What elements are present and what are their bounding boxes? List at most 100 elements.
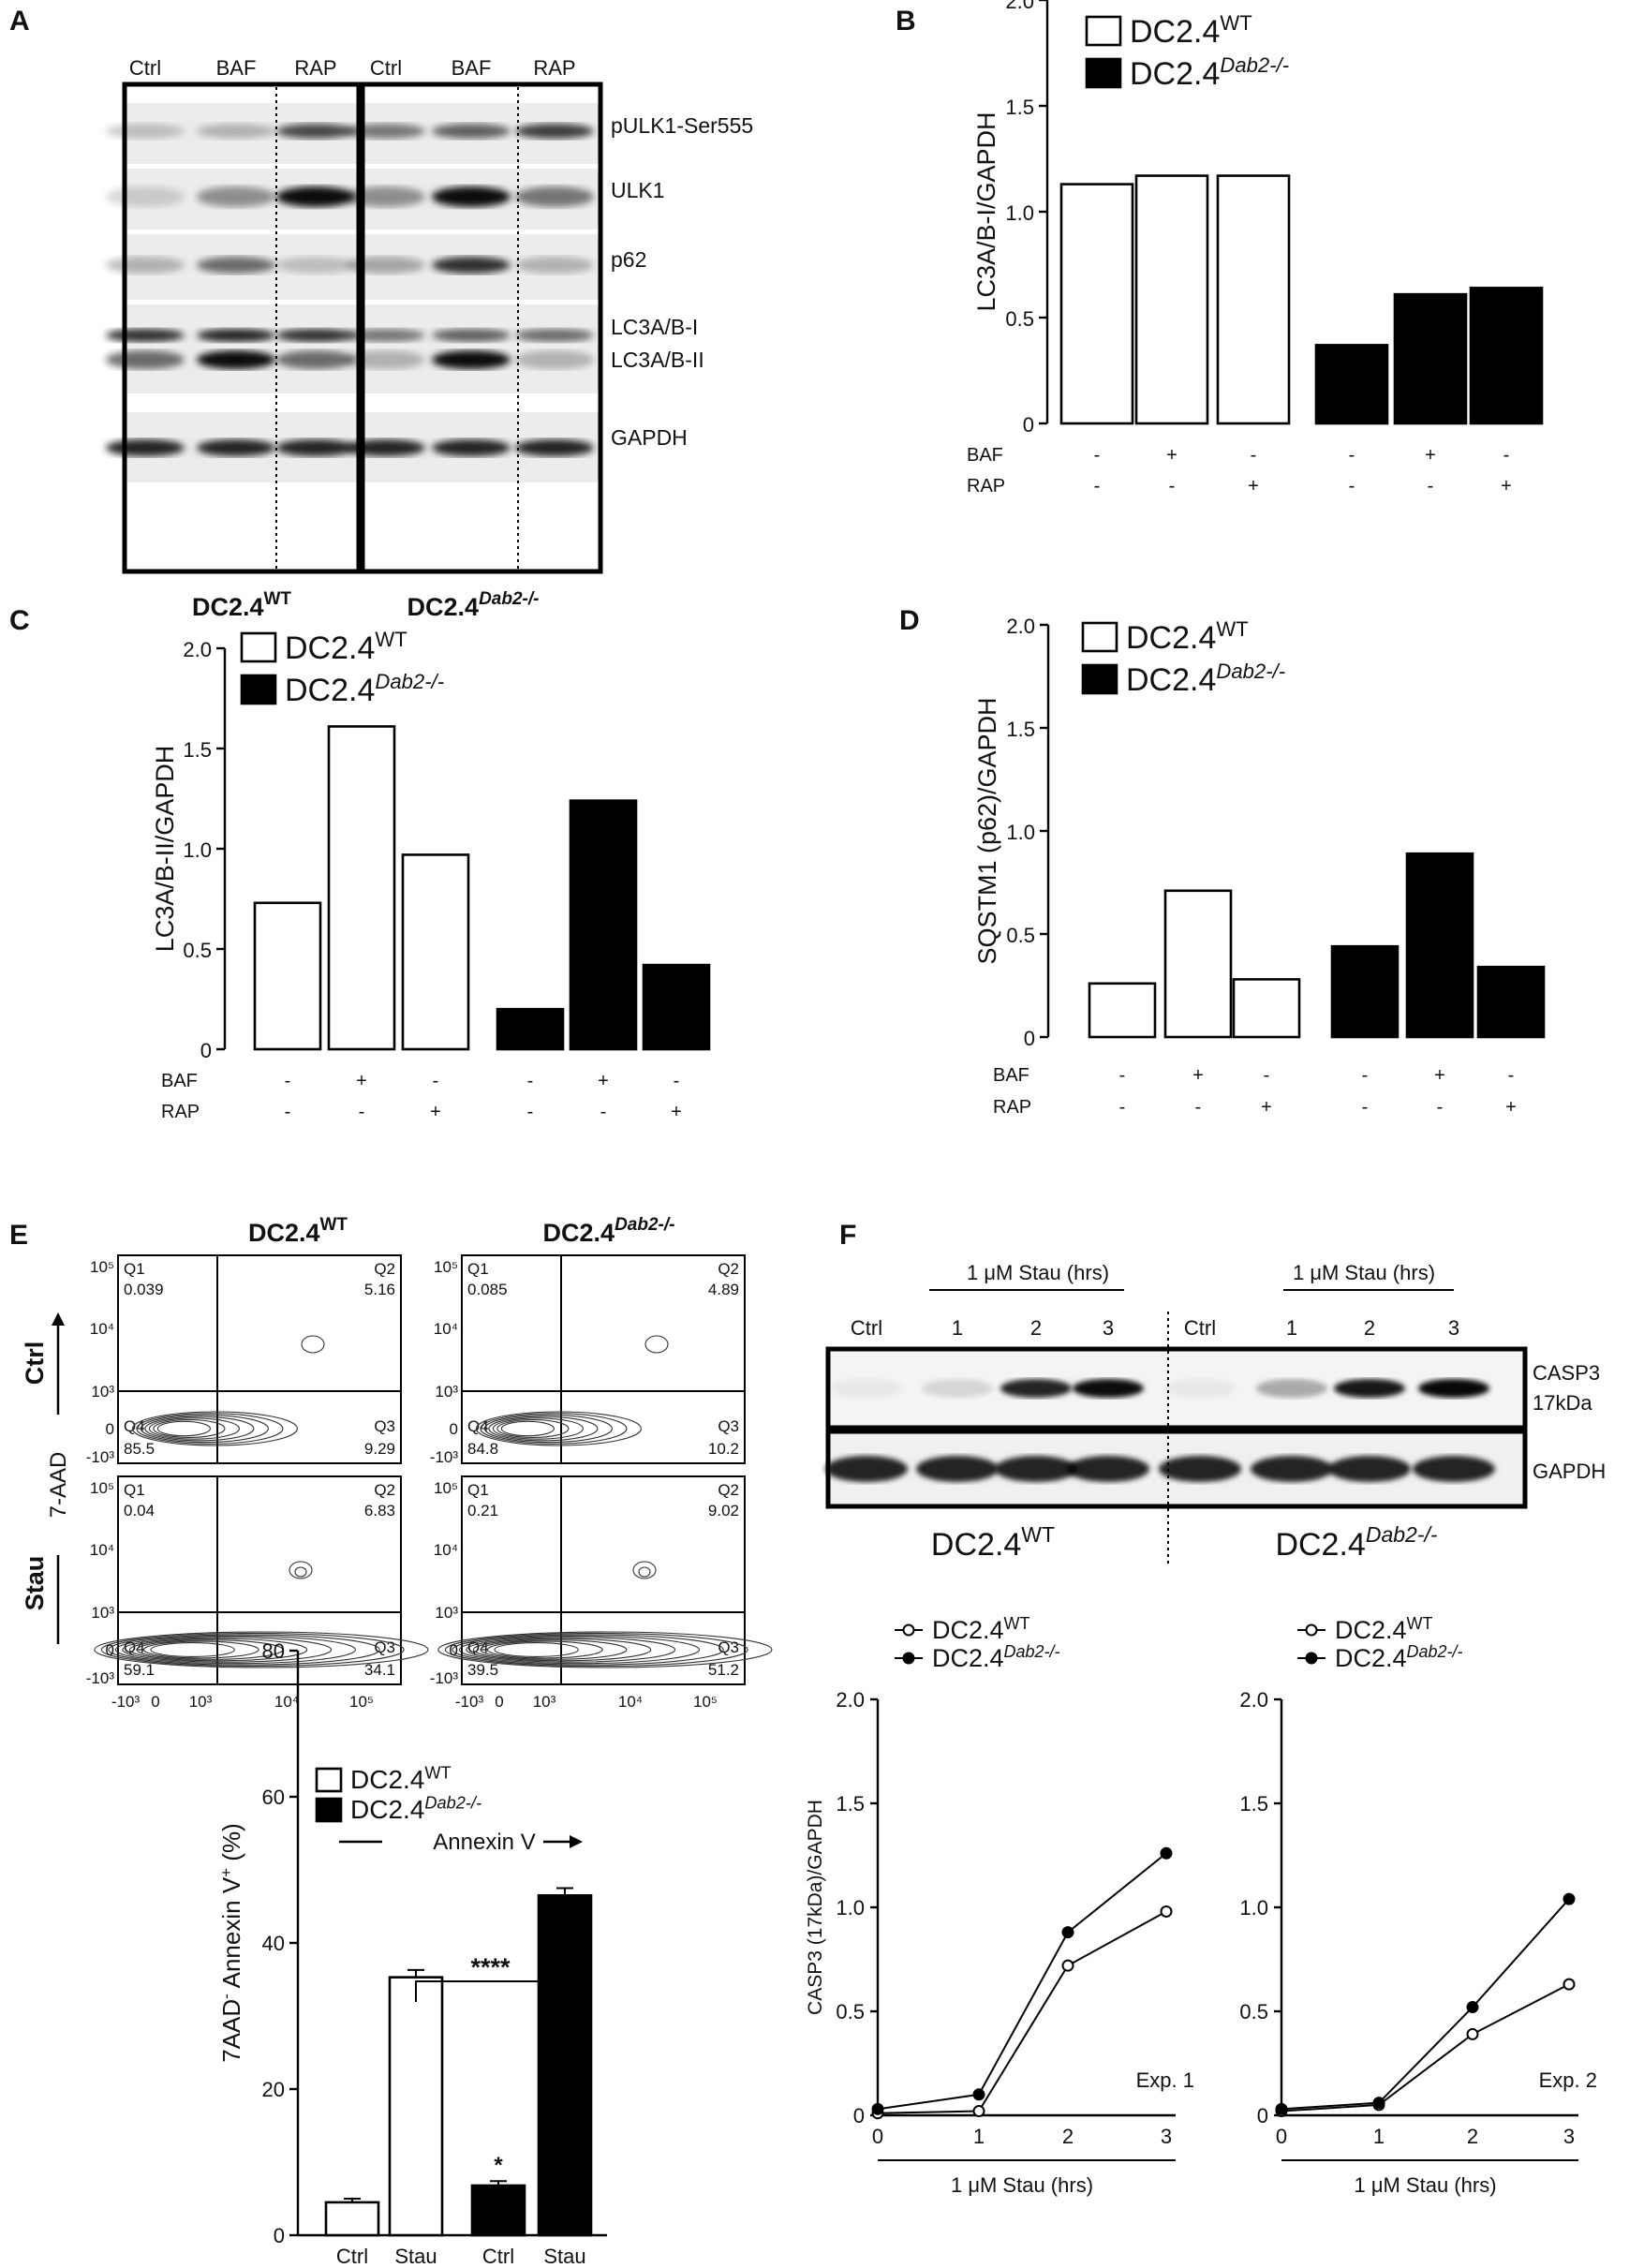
significance-bracket [415,1980,566,2002]
y-axis-label: SQSTM1 (p62)/GAPDH [973,697,1001,964]
legend-swatch [315,1767,343,1793]
band [106,257,185,274]
legend-marker [902,1623,915,1637]
contour [153,1419,226,1438]
band [922,1379,993,1398]
bar [1232,978,1301,1039]
contour [148,1417,240,1440]
band [432,257,511,274]
band [347,124,425,139]
bar [1469,287,1544,425]
x-tick-label: Stau [394,2245,437,2268]
band [515,350,594,369]
quadrant-value: 9.02 [708,1502,739,1519]
x-tick-label: 2 [1467,2125,1478,2148]
band [106,329,185,342]
band-label: LC3A/B-II [611,348,704,372]
x-tick-label: 0 [151,1693,159,1711]
band [106,350,185,369]
quadrant-value: 0.21 [467,1502,498,1519]
band-label: CASP3 [1533,1361,1600,1385]
contour [644,1335,669,1354]
flow-plot: Q10.21Q29.02Q439.5Q351.210⁵10⁴10³0-10³-1… [430,1475,773,1711]
bar [327,725,396,1051]
quadrant-value: 39.5 [467,1661,498,1679]
band [1334,1379,1405,1398]
x-tick-label: 10⁴ [618,1693,643,1711]
data-point [972,2088,985,2101]
bar [537,1894,593,2237]
quadrant-value: 85.5 [124,1440,155,1458]
significance-label: **** [470,1953,511,1981]
y-tick-label: 0.5 [1006,924,1035,947]
y-tick-label: 0 [1257,2104,1268,2127]
lane-label: RAP [533,56,575,80]
y-tick-label: 1.0 [1006,821,1035,844]
band [276,257,355,274]
band [995,1456,1077,1482]
lane-label: 2 [1364,1316,1375,1340]
contour [483,1414,613,1444]
row-label-stau: Stau [21,1556,49,1611]
x-tick-label: 10⁴ [274,1693,299,1711]
contour [466,1637,676,1663]
contour [500,1420,555,1437]
x-tick-label: 3 [1563,2125,1575,2148]
panel-label-d: D [899,605,920,636]
blot-frame-casp3 [825,1346,1528,1430]
contour [486,1640,603,1659]
x-tick-label: Ctrl [482,2245,514,2268]
y-tick-label: 0 [853,2104,865,2127]
contour [475,1411,642,1446]
quadrant-value: 10.2 [708,1440,739,1458]
panel-label-e: E [9,1220,28,1251]
treatment-sign: - [1349,445,1355,466]
contour [480,1413,628,1445]
contour [94,1631,429,1668]
y-tick-label: 60 [262,1786,285,1809]
lane-label: 1 [952,1316,963,1340]
data-point [871,2102,884,2115]
lane-label: 3 [1448,1316,1459,1340]
quadrant-value: Q2 [718,1481,739,1499]
lane-label: Ctrl [129,56,161,80]
band [347,186,425,207]
treatment-sign: + [1261,1097,1272,1118]
chart-note: Exp. 2 [1539,2068,1597,2092]
series-line [877,1910,1167,2114]
quadrant-value: 5.16 [364,1281,395,1298]
x-tick-label: 1 [973,2125,985,2148]
band [515,124,594,139]
legend-entry: DC2.4WT [1130,11,1252,50]
treatment-sign: - [1251,445,1257,466]
band [1413,1456,1495,1482]
band [276,124,355,139]
treatment-header: 1 μM Stau (hrs) [967,1261,1109,1284]
lane-label: Ctrl [1184,1316,1216,1340]
lane-label: 3 [1103,1316,1114,1340]
x-tick-label: Ctrl [336,2245,368,2268]
legend-entry: DC2.4WT [350,1763,452,1794]
y-tick-label: 10³ [91,1383,114,1401]
quadrant-value: 0.04 [124,1502,155,1519]
panel-label-c: C [9,605,30,636]
legend-swatch [315,1797,343,1823]
treatment-sign: - [674,1071,680,1091]
band [916,1456,999,1482]
quadrant-value: 34.1 [364,1661,395,1679]
contour [128,1638,308,1662]
band-label: pULK1-Ser555 [611,113,753,138]
panel-label-f: F [839,1220,856,1251]
band [432,124,511,139]
quadrant-value: 9.29 [364,1440,395,1458]
blot-bands [106,103,599,482]
row-label: BAF [993,1065,1029,1086]
band [347,350,425,369]
quadrant-value: Q1 [467,1260,489,1278]
y-tick-label: 1.0 [836,1896,865,1920]
band [515,329,594,342]
x-tick-label: 0 [1276,2125,1287,2148]
contour [488,1416,599,1442]
